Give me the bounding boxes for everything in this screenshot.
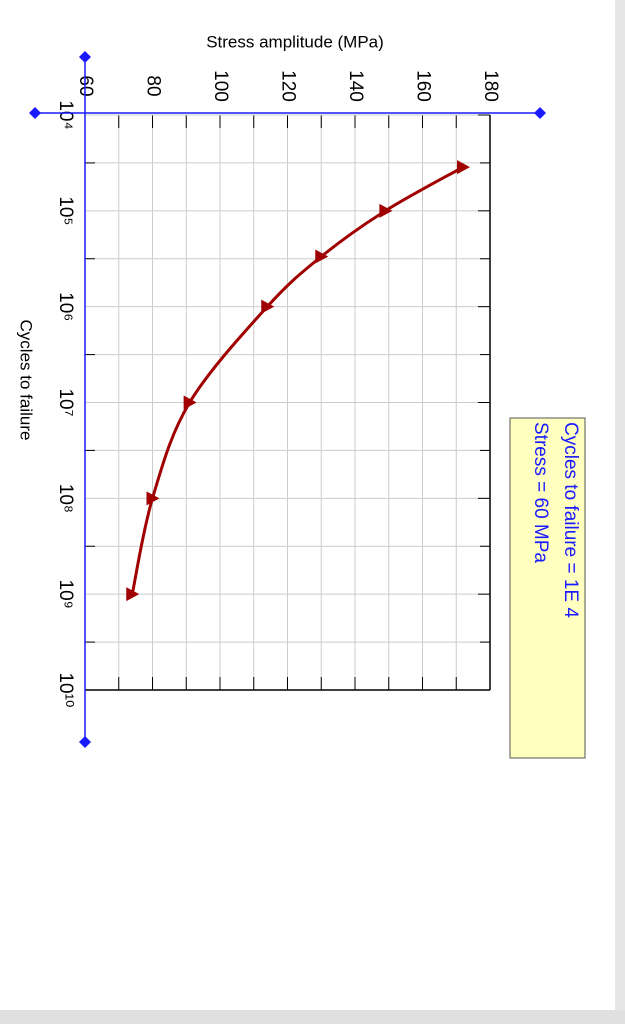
x-tick-label: 10⁷ [55,388,76,416]
marker [183,395,197,410]
marker [315,249,329,264]
cursor-handle [79,51,91,63]
x-axis-title: Cycles to failure [17,320,36,441]
curve [130,165,464,595]
scrollbar [615,0,625,1024]
marker [146,491,160,506]
marker [261,299,275,314]
readout-text: Stress = 60 MPa [530,422,551,563]
y-tick-label: 100 [210,70,231,102]
cursor-handle [79,736,91,748]
cursor-handle [534,107,546,119]
y-tick-label: 140 [345,70,366,102]
x-tick-label: 10⁹ [55,580,76,609]
marker [126,587,140,602]
x-tick-label: 10⁴ [55,100,76,129]
readout-text: Cycles to failure = 1E 4 [560,422,581,618]
readout-box [509,417,586,759]
marker [457,160,470,175]
x-tick-label: 10⁶ [55,292,76,321]
y-tick-label: 160 [412,70,433,102]
x-tick-label: 10⁵ [55,196,76,225]
y-tick-label: 120 [277,70,298,102]
y-tick-label: 180 [480,70,501,102]
cursor-handle [29,107,41,119]
y-tick-label: 80 [142,75,163,96]
marker [379,203,393,218]
bottom-bar [0,1010,625,1024]
x-tick-label: 10¹⁰ [55,672,76,707]
x-tick-label: 10⁸ [55,484,76,513]
y-axis-title: Stress amplitude (MPa) [206,32,384,51]
